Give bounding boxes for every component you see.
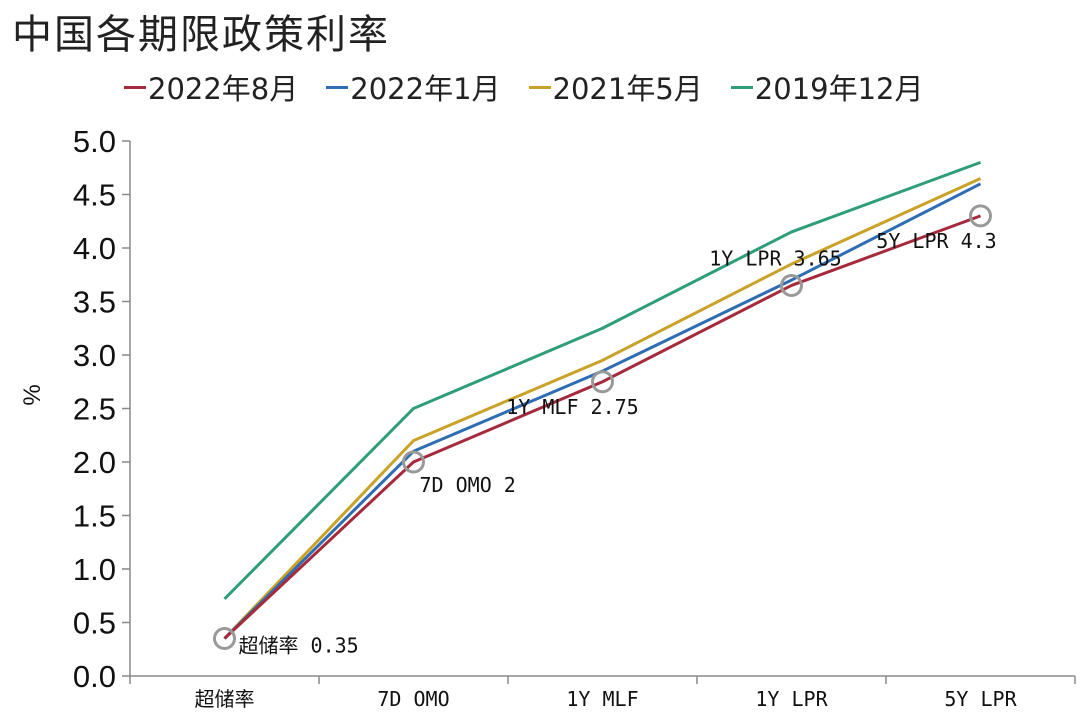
legend-swatch	[528, 85, 551, 89]
x-tick-label: 7D OMO	[377, 687, 449, 711]
data-point-marker	[213, 627, 236, 651]
legend-label: 2022年1月	[350, 72, 501, 106]
y-tick-label: 3.0	[73, 338, 116, 373]
y-tick-label: 4.0	[73, 231, 116, 266]
y-tick-label: 1.0	[73, 552, 116, 587]
legend-label: 2019年12月	[754, 72, 924, 106]
series-line	[223, 214, 982, 640]
data-point-marker	[402, 450, 425, 474]
y-tick-label: 4.5	[73, 178, 116, 213]
data-label: 1Y MLF 2.75	[506, 395, 638, 419]
y-tick-label: 2.0	[73, 445, 116, 480]
legend: 2022年8月 2022年1月 2021年5月 2019年12月	[124, 66, 952, 108]
legend-label: 2022年8月	[148, 72, 299, 106]
series-line	[223, 160, 982, 601]
y-axis-title: %	[19, 384, 46, 405]
legend-item-2021-05: 2021年5月	[528, 66, 703, 108]
y-tick-label: 3.5	[73, 285, 116, 320]
data-point-marker	[591, 370, 614, 394]
y-tick-label: 0.0	[73, 659, 116, 694]
series-line	[223, 177, 982, 640]
x-tick-label: 1Y LPR	[755, 687, 828, 711]
data-label: 7D OMO 2	[420, 473, 516, 497]
x-axis: 超储率 7D OMO 1Y MLF 1Y LPR 5Y LPR	[129, 675, 1076, 711]
x-tick-label: 1Y MLF	[566, 687, 638, 711]
x-tick-label: 超储率	[195, 687, 255, 711]
y-axis: 0.0 0.5 1.0 1.5 2.0 2.5 3.0 3.5 4.0 4.5 5.0	[73, 124, 131, 694]
legend-item-2019-12: 2019年12月	[730, 66, 924, 108]
data-labels: 超储率 0.35 7D OMO 2 1Y MLF 2.75 1Y LPR 3.65 5Y…	[239, 229, 997, 658]
legend-swatch	[326, 85, 349, 89]
legend-swatch	[730, 85, 753, 89]
x-tick-label: 5Y LPR	[944, 687, 1017, 711]
point-markers	[213, 204, 992, 651]
legend-swatch	[124, 85, 146, 89]
data-point-marker	[780, 273, 803, 297]
chart-title: 中国各期限政策利率	[12, 12, 390, 58]
legend-label: 2021年5月	[552, 72, 703, 106]
data-point-marker	[969, 204, 992, 228]
legend-item-2022-01: 2022年1月	[326, 66, 501, 108]
y-tick-label: 5.0	[73, 124, 116, 159]
data-label: 超储率 0.35	[239, 634, 359, 658]
data-label: 1Y LPR 3.65	[709, 246, 841, 270]
y-tick-label: 0.5	[73, 606, 116, 641]
legend-item-2022-08: 2022年8月	[124, 66, 298, 108]
data-label: 5Y LPR 4.3	[876, 229, 996, 253]
y-tick-label: 2.5	[73, 392, 116, 427]
y-tick-label: 1.5	[73, 499, 116, 534]
